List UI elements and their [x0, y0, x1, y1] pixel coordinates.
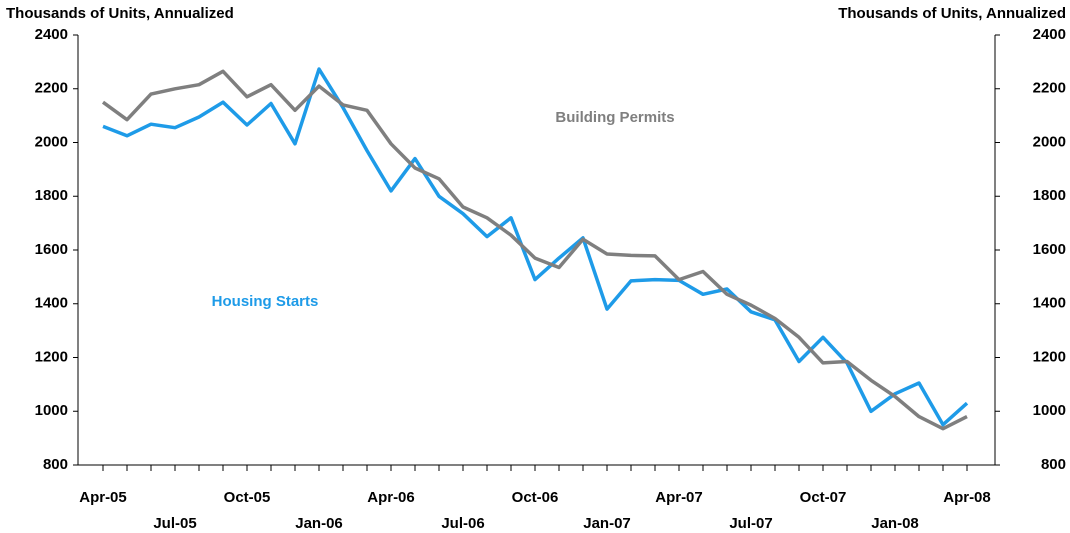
y-tick-label: 2200 — [35, 80, 68, 97]
x-tick-label: Jul-06 — [441, 515, 484, 532]
y-tick-label: 2400 — [35, 26, 68, 43]
series-label: Housing Starts — [212, 293, 319, 310]
x-tick-label: Oct-05 — [224, 489, 271, 506]
y-tick-label: 1800 — [35, 187, 68, 204]
y2-tick-label: 1000 — [1033, 402, 1066, 419]
y2-tick-label: 2000 — [1033, 133, 1066, 150]
y-tick-label: 1400 — [35, 295, 68, 312]
y-tick-label: 1000 — [35, 402, 68, 419]
y-axis-label: Thousands of Units, Annualized — [6, 5, 234, 22]
series-line — [102, 67, 969, 427]
y2-tick-label: 800 — [1041, 456, 1066, 473]
y2-tick-label: 1200 — [1033, 348, 1066, 365]
series-line — [101, 69, 968, 431]
x-tick-label: Oct-07 — [800, 489, 847, 506]
series-label: Building Permits — [555, 109, 674, 126]
x-tick-label: Jan-06 — [295, 515, 343, 532]
x-tick-label: Jul-07 — [729, 515, 772, 532]
x-tick-label: Apr-07 — [655, 489, 703, 506]
y-tick-label: 1200 — [35, 348, 68, 365]
y2-tick-label: 1400 — [1033, 295, 1066, 312]
x-tick-label: Jul-05 — [153, 515, 196, 532]
y2-tick-label: 2400 — [1033, 26, 1066, 43]
x-tick-label: Apr-08 — [943, 489, 991, 506]
x-tick-label: Oct-06 — [512, 489, 559, 506]
x-tick-label: Apr-06 — [367, 489, 415, 506]
y-tick-label: 800 — [43, 456, 68, 473]
y-tick-label: 2000 — [35, 133, 68, 150]
x-tick-label: Jan-08 — [871, 515, 919, 532]
x-tick-label: Jan-07 — [583, 515, 631, 532]
x-tick-label: Apr-05 — [79, 489, 127, 506]
y2-tick-label: 2200 — [1033, 80, 1066, 97]
y2-axis-label: Thousands of Units, Annualized — [838, 5, 1066, 22]
y-tick-label: 1600 — [35, 241, 68, 258]
y2-tick-label: 1600 — [1033, 241, 1066, 258]
y2-tick-label: 1800 — [1033, 187, 1066, 204]
